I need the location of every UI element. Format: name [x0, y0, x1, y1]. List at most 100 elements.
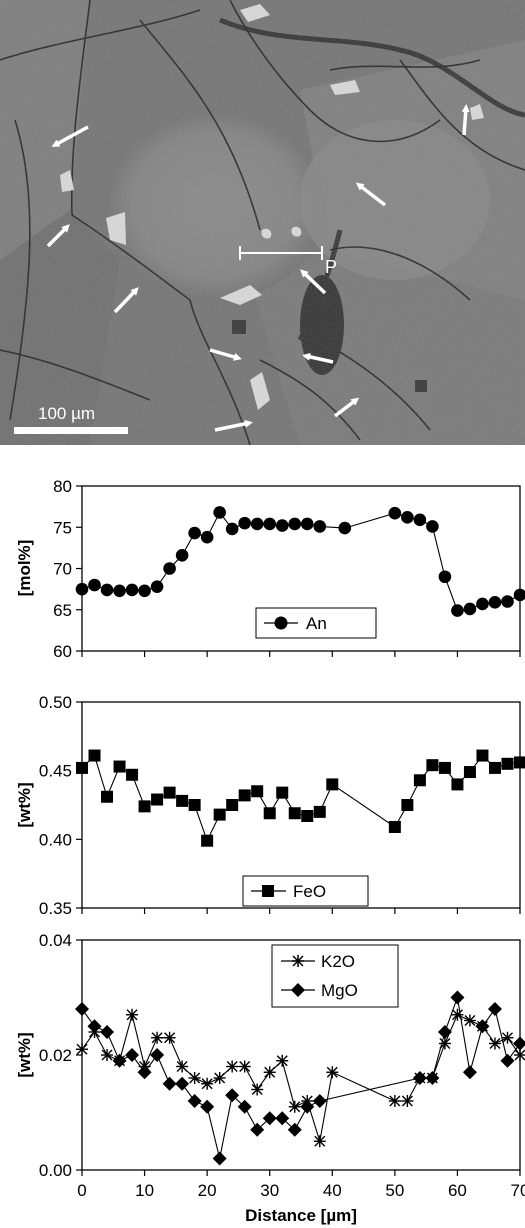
an-point [501, 595, 514, 608]
feo-y-tick-label: 0.50 [39, 693, 72, 712]
x-axis-label: Distance [µm] [245, 1206, 357, 1225]
feo-point [401, 799, 414, 811]
mgo-point [312, 1094, 327, 1108]
k2o-mgo-y-tick-label: 0.02 [39, 1046, 72, 1065]
zoning-arrows [46, 104, 470, 432]
an-point [513, 588, 525, 602]
feo-line [81, 754, 521, 843]
an-point [275, 519, 289, 532]
scale-bar: 100 µm [14, 404, 128, 434]
k2o-point [313, 1135, 326, 1148]
an-point [438, 570, 452, 584]
an-point [163, 562, 176, 575]
k2o-point [188, 1072, 201, 1084]
profile-line: P [239, 246, 337, 277]
an-point [451, 604, 464, 617]
an-point [150, 580, 164, 593]
feo-x-ticks [81, 908, 521, 914]
k2o-point [238, 1060, 251, 1073]
feo-point [226, 799, 239, 811]
feo-point [113, 760, 126, 773]
k2o-point [488, 1037, 501, 1050]
an-point [200, 530, 214, 544]
an-point [288, 517, 302, 531]
feo-point [126, 768, 139, 781]
k2o-point [163, 1031, 176, 1044]
mgo-point [300, 1099, 315, 1114]
mgo-point [237, 1099, 252, 1114]
feo-point [251, 785, 264, 798]
feo-point [176, 794, 189, 807]
mgo-point [475, 1019, 490, 1034]
mgo-point [100, 1025, 115, 1039]
an-point [100, 583, 114, 597]
k2o-point [251, 1083, 264, 1096]
an-point [338, 521, 352, 535]
k2o-point [451, 1008, 464, 1021]
an-point [476, 597, 489, 611]
arrow-3 [113, 287, 139, 314]
an-point [488, 596, 502, 609]
k2o-mgo-y-axis-label: [wt%] [15, 1032, 34, 1077]
mgo-point [150, 1048, 165, 1062]
scale-bar-label: 100 µm [38, 404, 95, 423]
feo-legend-marker [262, 885, 274, 897]
mgo-point [450, 990, 465, 1005]
an-series [75, 506, 525, 617]
feo-y-tick-label: 0.40 [39, 830, 72, 849]
an-point [225, 522, 239, 536]
k2o-point [263, 1066, 276, 1079]
an-point [250, 517, 264, 531]
arrow-5 [355, 182, 387, 207]
mgo-point [112, 1053, 127, 1068]
distance-tick-label: 20 [198, 1181, 217, 1200]
an-point [300, 517, 314, 531]
distance-tick-label: 40 [323, 1181, 342, 1200]
k2o-mgo-series [75, 990, 525, 1166]
mgo-point [87, 1019, 102, 1034]
k2o-mgo-legend: K2O MgO [271, 944, 399, 1008]
an-point [188, 526, 201, 540]
an-point [388, 506, 402, 520]
k2o-point [401, 1095, 414, 1107]
mgo-point [287, 1122, 302, 1137]
arrow-4 [461, 104, 470, 136]
an-legend: An [255, 607, 377, 639]
arrow-6 [300, 269, 327, 295]
mgo-legend-label: MgO [321, 981, 358, 1000]
an-point [75, 582, 89, 596]
feo-point [138, 800, 151, 813]
k2o-mgo-y-tick-label: 0.00 [39, 1161, 72, 1180]
feo-point [463, 766, 476, 779]
mgo-point [412, 1071, 427, 1085]
feo-point [488, 761, 501, 774]
mgo-point [275, 1111, 290, 1126]
feo-point [88, 749, 101, 762]
mgo-point [262, 1111, 277, 1126]
an-point [88, 578, 101, 592]
an-point [138, 584, 151, 598]
feo-point [476, 749, 489, 762]
mgo-point [500, 1053, 515, 1068]
mgo-point [200, 1099, 215, 1114]
k2o-line [81, 1014, 521, 1142]
distance-tick-labels: 0 10 20 30 40 50 60 70 [77, 1181, 525, 1200]
bse-micrograph: P 100 µm [0, 0, 525, 445]
feo-point [213, 808, 226, 821]
feo-point [288, 807, 301, 820]
k2o-point [201, 1077, 214, 1090]
feo-point [301, 809, 314, 822]
an-legend-label: An [306, 614, 327, 633]
feo-point [263, 807, 276, 820]
an-point [263, 517, 277, 531]
an-point [125, 583, 139, 597]
an-legend-marker [274, 616, 288, 630]
k2o-legend-marker [292, 955, 304, 967]
k2o-point [501, 1031, 514, 1044]
feo-point [313, 805, 326, 818]
mgo-point [137, 1065, 152, 1080]
an-y-tick-label: 65 [53, 601, 72, 620]
profile-label: P [325, 257, 337, 277]
k2o-mgo-y-tick-label: 0.04 [39, 931, 72, 950]
arrow-9 [214, 419, 253, 432]
